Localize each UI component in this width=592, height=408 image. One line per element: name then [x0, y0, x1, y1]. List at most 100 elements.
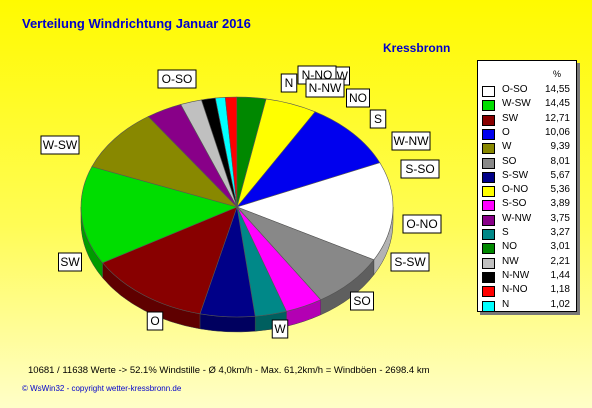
legend-value: 3,89 [550, 198, 570, 210]
legend-name: O [502, 126, 510, 138]
pie-label-text: SW [60, 255, 80, 269]
legend-value: 8,01 [550, 155, 570, 167]
legend-swatch [482, 200, 495, 212]
legend-name: S-SW [502, 169, 529, 181]
chart-title: Verteilung Windrichtung Januar 2016 [22, 16, 251, 31]
footer-stats: 10681 / 11638 Werte -> 52.1% Windstille … [28, 365, 430, 376]
pie-label-box [350, 291, 374, 311]
pie-label-text: W-SW [43, 138, 78, 152]
legend-swatch [482, 143, 495, 155]
pie-slice-o [236, 111, 381, 208]
pie-slice-w [91, 116, 238, 208]
legend-value: 9,39 [550, 141, 570, 153]
legend-swatch [482, 229, 495, 240]
pie-label-text: O-NO [406, 217, 437, 231]
legend-value: 1,02 [550, 298, 570, 310]
pie-label-s: S [369, 109, 387, 129]
legend-item-nw: NW 2,21 [478, 255, 576, 271]
legend-value: 5,36 [550, 184, 570, 196]
legend-value: 5,67 [550, 169, 570, 181]
pie-labels: NWN-NONON-NWNO-SOW-SWSWOWSOS-SWO-NOS-SOW… [40, 65, 442, 339]
legend-item-sw: SW 12,71 [478, 112, 576, 128]
legend-value: 12,71 [544, 112, 570, 124]
legend-value: 14,55 [544, 84, 570, 95]
legend-swatch [482, 300, 495, 312]
legend-item-n-nw: N-NW 1,44 [478, 269, 576, 285]
pie-label-box [146, 311, 164, 331]
legend-name: SW [502, 112, 519, 124]
pie-label-box [390, 252, 430, 272]
legend-item-so: SO 8,01 [478, 155, 576, 171]
pie-label-w: W [271, 319, 289, 339]
pie-label-no: NO [346, 88, 370, 108]
pie-label-box [40, 135, 80, 155]
legend-name: W-SW [502, 98, 531, 110]
chart-subtitle: Kressbronn [383, 41, 451, 55]
pie-label-sw: SW [58, 252, 82, 272]
legend-item-s: S 3,27 [478, 226, 576, 242]
pie-label-text: W-NW [393, 134, 429, 148]
pie-label-text: N-NW [309, 81, 342, 95]
legend-swatch [482, 100, 495, 112]
legend-name: NO [502, 241, 517, 253]
legend-item-n: N 1,02 [478, 298, 576, 314]
pie-label-text: S-SW [394, 255, 426, 269]
pie-label-text: S [374, 112, 382, 126]
pie-label-text: O-SO [162, 72, 193, 86]
pie-label-text: SO [353, 294, 370, 308]
pie-slice-n-nw [201, 97, 238, 208]
pie-label-box [305, 78, 345, 98]
legend-name: SO [502, 155, 517, 167]
legend-name: W-NW [502, 212, 532, 224]
legend-item-n-no: N-NO 1,18 [478, 283, 576, 299]
pie-label-n-nw: N-NW [305, 78, 345, 98]
pie-label-o-no: O-NO [402, 214, 442, 234]
legend-item-w: W 9,39 [478, 140, 576, 156]
pie-slice-sw [102, 206, 238, 315]
pie-label-text: S-SO [405, 162, 434, 176]
legend-item-o-so: O-SO 14,55 [478, 83, 576, 99]
legend-name: W [502, 141, 512, 153]
legend-value: 2,21 [550, 255, 570, 267]
legend: % O-SO 14,55 W-SW 14,45 SW 12,71 O 10,06 W 9,39 SO… [477, 60, 577, 312]
pie-label-o: O [146, 311, 164, 331]
legend-name: S-SO [502, 198, 527, 210]
legend-swatch [482, 157, 495, 169]
pie-label-text: NO [349, 91, 367, 105]
legend-item-w-nw: W-NW 3,75 [478, 212, 576, 228]
legend-swatch [482, 286, 495, 298]
legend-value: 10,06 [544, 126, 570, 138]
pie-label-text: W [274, 322, 286, 336]
pie-label-box [346, 88, 370, 108]
pie-label-s-so: S-SO [400, 159, 440, 179]
pie-label-text: O [150, 314, 159, 328]
legend-swatch [482, 271, 495, 283]
legend-value: 1,44 [550, 269, 570, 281]
pie-label-s-sw: S-SW [390, 252, 430, 272]
pie-label-text: N [285, 76, 294, 90]
legend-name: O-NO [502, 184, 529, 196]
pie-label-box [271, 319, 289, 339]
legend-value: 1,18 [550, 284, 570, 296]
legend-swatch [482, 243, 495, 255]
pie-label-n: N [280, 73, 298, 93]
legend-name: NW [502, 255, 519, 267]
legend-item-s-so: S-SO 3,89 [478, 197, 576, 213]
legend-swatch [482, 171, 495, 183]
pie-label-o-so: O-SO [157, 69, 197, 89]
pie-label-box [157, 69, 197, 89]
pie-label-w-nw: W-NW [391, 131, 431, 151]
legend-name: N [502, 298, 510, 310]
legend-swatch [482, 128, 495, 140]
legend-name: S [502, 227, 509, 238]
pie-label-box [402, 214, 442, 234]
legend-name: N-NW [502, 269, 530, 281]
legend-item-s-sw: S-SW 5,67 [478, 169, 576, 185]
pie-label-so: SO [350, 291, 374, 311]
legend-value: 14,45 [544, 98, 570, 110]
legend-swatch [482, 86, 495, 97]
pie-label-w-sw: W-SW [40, 135, 80, 155]
pie-label-box [391, 131, 431, 151]
